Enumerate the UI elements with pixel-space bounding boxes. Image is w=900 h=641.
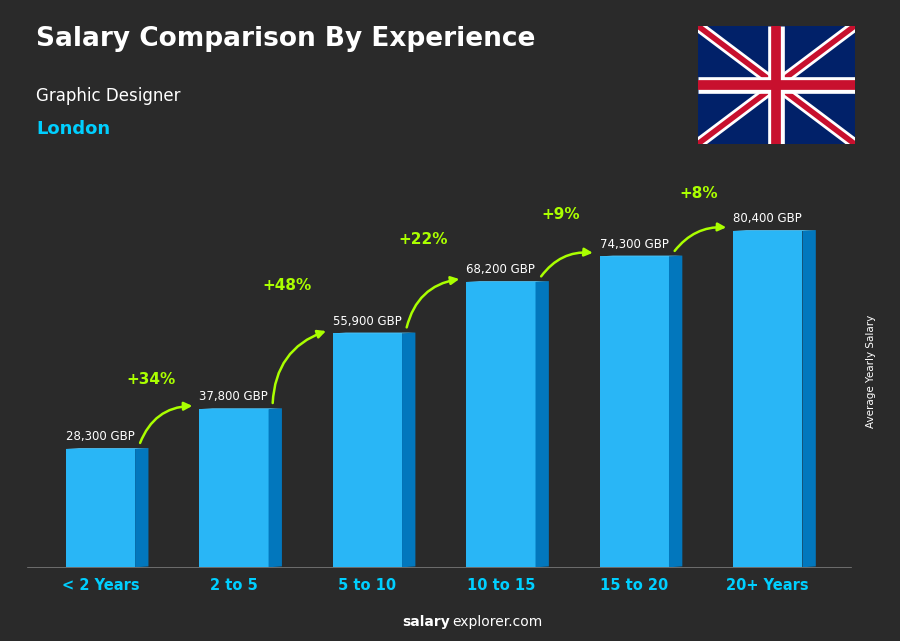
Polygon shape — [66, 448, 148, 449]
Text: +22%: +22% — [399, 232, 448, 247]
Polygon shape — [268, 408, 282, 567]
Text: 68,200 GBP: 68,200 GBP — [466, 263, 535, 276]
Bar — [66, 449, 135, 567]
Polygon shape — [669, 256, 682, 567]
Text: +9%: +9% — [542, 207, 580, 222]
FancyArrowPatch shape — [273, 331, 323, 403]
FancyArrowPatch shape — [140, 403, 190, 443]
Bar — [733, 231, 803, 567]
Polygon shape — [803, 230, 815, 567]
Polygon shape — [135, 448, 148, 567]
Text: 28,300 GBP: 28,300 GBP — [66, 430, 134, 443]
Polygon shape — [536, 281, 549, 567]
Polygon shape — [199, 408, 282, 409]
Bar — [199, 409, 268, 567]
Text: +8%: +8% — [679, 187, 717, 201]
FancyArrowPatch shape — [541, 249, 590, 276]
Text: salary: salary — [402, 615, 450, 629]
FancyArrowPatch shape — [675, 224, 724, 251]
Text: Average Yearly Salary: Average Yearly Salary — [866, 315, 877, 428]
Text: 37,800 GBP: 37,800 GBP — [199, 390, 268, 403]
Polygon shape — [466, 281, 549, 282]
Polygon shape — [402, 333, 416, 567]
Text: explorer.com: explorer.com — [452, 615, 542, 629]
Text: 55,900 GBP: 55,900 GBP — [333, 315, 401, 328]
Text: 80,400 GBP: 80,400 GBP — [733, 212, 802, 225]
Text: Salary Comparison By Experience: Salary Comparison By Experience — [36, 26, 536, 52]
FancyArrowPatch shape — [407, 278, 456, 328]
Polygon shape — [733, 230, 815, 231]
Text: Graphic Designer: Graphic Designer — [36, 87, 181, 104]
Text: +34%: +34% — [127, 372, 176, 387]
Text: London: London — [36, 120, 110, 138]
Text: 74,300 GBP: 74,300 GBP — [599, 238, 669, 251]
Bar — [333, 333, 402, 567]
Bar — [599, 256, 669, 567]
Text: +48%: +48% — [263, 278, 312, 294]
Bar — [466, 282, 536, 567]
